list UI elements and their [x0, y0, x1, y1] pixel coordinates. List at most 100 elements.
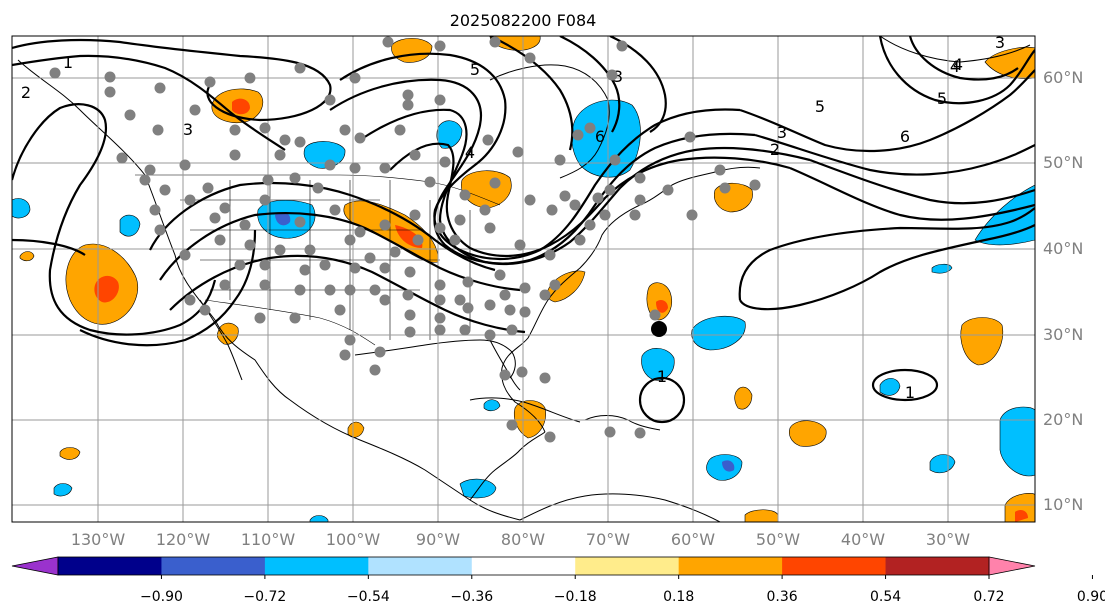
south-america-coast	[519, 493, 721, 522]
colorbar-tick-label: 0.18	[663, 589, 694, 605]
lon-tick-label: 130°W	[71, 530, 126, 549]
negative-anomaly-central-atl	[691, 315, 746, 351]
lon-tick-label: 40°W	[841, 530, 885, 549]
observation-station-dot	[229, 124, 241, 136]
observation-station-dot	[462, 302, 474, 314]
observation-station-dot	[412, 234, 424, 246]
observation-station-dot	[604, 426, 616, 438]
latitude-labels: 10°N 20°N 30°N 40°N 50°N 60°N	[1043, 68, 1083, 514]
observation-station-dot	[254, 312, 266, 324]
observation-station-dot	[404, 326, 416, 338]
contour-label: 3	[613, 67, 623, 86]
contour-west-2	[79, 229, 257, 347]
observation-station-dot	[609, 154, 621, 166]
contour-north-1	[489, 36, 574, 151]
observation-station-dot	[214, 234, 226, 246]
observation-station-dot	[649, 309, 661, 321]
contour-label: 1	[905, 383, 915, 402]
observation-station-dot	[349, 72, 361, 84]
contour-west-loop	[12, 103, 217, 336]
observation-station-dot	[604, 184, 616, 196]
observation-station-dot	[274, 149, 286, 161]
contour-east-high	[739, 69, 1035, 153]
negative-anomaly-pac	[119, 214, 141, 237]
observation-station-dot	[519, 282, 531, 294]
lon-tick-label: 70°W	[586, 530, 630, 549]
observation-station-dot	[379, 262, 391, 274]
observation-station-dot	[154, 82, 166, 94]
positive-anomaly-mexico	[216, 322, 239, 345]
colorbar-max-extension	[988, 556, 1036, 576]
observation-station-dot	[339, 349, 351, 361]
contour-label: 4	[953, 55, 963, 74]
lat-tick-label: 40°N	[1043, 239, 1083, 258]
anomaly-shading	[12, 36, 1035, 522]
observation-station-dot	[479, 204, 491, 216]
negative-anomaly-isle	[879, 378, 901, 396]
negative-anomaly-hudson	[571, 99, 641, 178]
observation-station-dot	[389, 246, 401, 258]
observation-station-dot	[662, 184, 674, 196]
colorbar-tick-label: −0.72	[243, 589, 286, 605]
observation-station-dot	[489, 36, 501, 48]
observation-station-dot	[344, 234, 356, 246]
lon-tick-label: 100°W	[326, 530, 381, 549]
observation-station-dot	[584, 219, 596, 231]
observation-station-dot	[554, 154, 566, 166]
strong-anomaly-bottomright	[1015, 510, 1028, 522]
observation-station-dot	[484, 222, 496, 234]
negative-anomaly-south2	[929, 454, 956, 474]
observation-station-dot	[459, 324, 471, 336]
observation-station-dot	[599, 209, 611, 221]
lon-tick-label: 110°W	[241, 530, 296, 549]
observation-station-dot	[382, 36, 394, 48]
observation-station-dot	[324, 159, 336, 171]
observation-station-dot	[262, 174, 274, 186]
gulf-coast	[354, 339, 516, 379]
observation-station-dot	[312, 182, 324, 194]
observation-station-dot	[294, 216, 306, 228]
observation-station-dot	[179, 159, 191, 171]
contour-labels: 1 2 3 4 5 6 6 5 4 3 3 2 1 1 3 4 5	[21, 36, 1005, 402]
contour-north-3	[609, 36, 667, 133]
observation-station-dot	[139, 174, 151, 186]
observation-station-dot	[324, 284, 336, 296]
observation-station-dot	[259, 279, 271, 291]
observation-station-dot	[539, 372, 551, 384]
strong-anomaly-bermuda	[656, 300, 668, 313]
observation-station-dot	[544, 249, 556, 261]
colorbar-segment	[471, 557, 576, 575]
observation-station-dot	[294, 284, 306, 296]
observation-station-dot	[149, 204, 161, 216]
negative-anomaly-subtrop	[641, 348, 675, 381]
observation-station-dot	[544, 431, 556, 443]
observation-station-dot	[154, 224, 166, 236]
us-canada-border	[135, 174, 501, 206]
observation-station-dot	[402, 289, 414, 301]
colorbar-tick-label: −0.90	[140, 589, 183, 605]
observation-station-dot	[434, 40, 446, 52]
observation-station-dot	[379, 219, 391, 231]
contour-greenland	[878, 36, 1035, 105]
observation-station-dot	[569, 199, 581, 211]
observation-station-dot	[259, 194, 271, 206]
map-content: 1 2 3 4 5 6 6 5 4 3 3 2 1 1 3 4 5	[12, 36, 1035, 522]
observation-station-dot	[546, 204, 558, 216]
contour-plains-3	[169, 254, 526, 334]
negative-anomaly-small1	[931, 263, 953, 274]
observation-station-dot	[449, 234, 461, 246]
observation-station-dot	[49, 67, 61, 79]
observation-station-dot	[409, 149, 421, 161]
lon-tick-label: 60°W	[671, 530, 715, 549]
observation-station-dot	[199, 304, 211, 316]
contour-label: 4	[465, 143, 475, 162]
observation-station-dot	[714, 164, 726, 176]
contours	[12, 36, 1035, 424]
observation-station-dot	[574, 234, 586, 246]
observation-station-dot	[404, 309, 416, 321]
observation-station-dot	[334, 304, 346, 316]
observation-station-dot	[184, 194, 196, 206]
observation-station-dot	[434, 94, 446, 106]
observation-station-dot	[504, 304, 516, 316]
observation-station-dot	[219, 202, 231, 214]
